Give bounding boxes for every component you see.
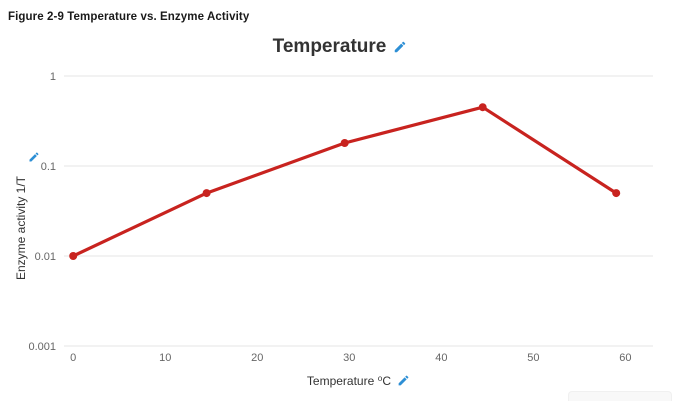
y-tick-label: 0.001: [28, 341, 56, 353]
edit-x-axis-icon[interactable]: [397, 374, 410, 387]
y-tick-label: 0.1: [41, 161, 56, 173]
series-line: [71, 105, 618, 258]
y-tick-label: 1: [50, 71, 56, 83]
data-point[interactable]: [478, 103, 487, 112]
edit-title-icon[interactable]: [393, 40, 407, 54]
y-tick-label: 0.01: [35, 251, 56, 263]
chart-title: Temperature: [272, 36, 387, 57]
figure-heading: Figure 2-9 Temperature vs. Enzyme Activi…: [8, 11, 250, 23]
x-tick-label: 40: [435, 352, 447, 364]
partial-bottom-right-element[interactable]: [568, 391, 672, 401]
x-tick-label: 0: [70, 352, 76, 364]
x-tick-label: 20: [251, 352, 263, 364]
x-axis-label: Temperature ⁰C: [306, 374, 392, 388]
data-point[interactable]: [612, 189, 621, 198]
y-axis-label: Enzyme activity 1/T: [14, 175, 28, 281]
x-tick-label: 10: [159, 352, 171, 364]
data-point[interactable]: [69, 252, 78, 260]
edit-y-axis-icon[interactable]: [28, 151, 40, 163]
chart-title-row: Temperature: [0, 36, 680, 58]
data-point[interactable]: [202, 189, 211, 198]
x-tick-label: 60: [619, 352, 631, 364]
x-tick-label: 50: [527, 352, 539, 364]
x-tick-label: 30: [343, 352, 355, 364]
x-axis-label-row: Temperature ⁰C: [64, 374, 653, 388]
data-point[interactable]: [340, 139, 349, 147]
